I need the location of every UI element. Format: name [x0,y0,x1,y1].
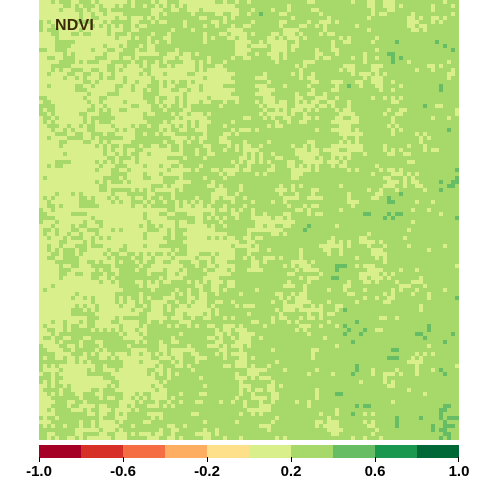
colorbar-tick-mark [39,457,40,462]
colorbar-swatch-6 [291,445,333,458]
colorbar-tick-label: -1.0 [26,463,52,480]
colorbar-swatch-7 [333,445,375,458]
colorbar-tick-label: -0.6 [110,463,136,480]
colorbar-swatch-9 [417,445,459,458]
colorbar-tick-mark [291,457,292,462]
colorbar-tick-mark [207,457,208,462]
colorbar-swatch-1 [81,445,123,458]
colorbar-tick-label: 1.0 [448,463,470,480]
ndvi-colorbar [39,445,459,458]
colorbar-tick-label: 0.6 [364,463,386,480]
colorbar-swatch-0 [39,445,81,458]
colorbar-ticks [39,457,459,463]
colorbar-swatch-3 [165,445,207,458]
colorbar-tick-label: -0.2 [194,463,220,480]
ndvi-raster [39,0,459,440]
colorbar-tick-mark [375,457,376,462]
map-title: NDVI [55,17,95,34]
colorbar-swatch-2 [123,445,165,458]
colorbar-swatch-8 [375,445,417,458]
colorbar-swatch-5 [249,445,291,458]
colorbar-tick-labels: -1.0 -0.6 -0.2 0.2 0.6 1.0 [26,463,469,485]
colorbar-tick-label: 0.2 [280,463,302,480]
colorbar-tick-mark [458,457,459,462]
colorbar-tick-mark [123,457,124,462]
ndvi-map-panel: NDVI [39,0,459,440]
colorbar-swatch-4 [207,445,249,458]
